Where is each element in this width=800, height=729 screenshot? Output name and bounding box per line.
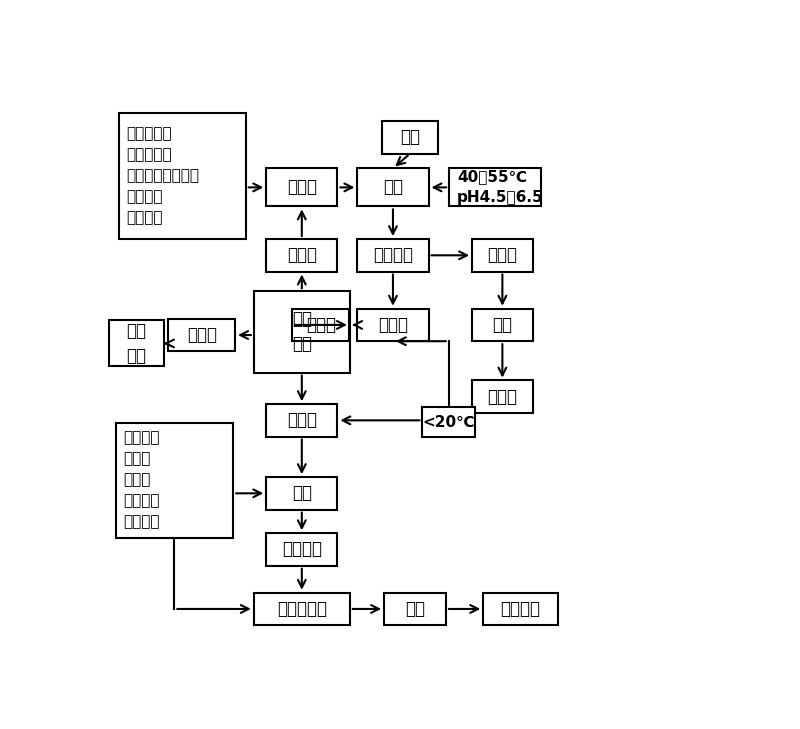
FancyBboxPatch shape [266,477,338,510]
Text: 超滤
浓缩: 超滤 浓缩 [292,311,312,354]
Text: 废物
处理: 废物 处理 [126,322,146,365]
FancyBboxPatch shape [483,593,558,625]
Text: 固弃物: 固弃物 [487,246,518,265]
FancyBboxPatch shape [254,292,350,373]
FancyBboxPatch shape [384,593,446,625]
FancyBboxPatch shape [266,404,338,437]
FancyBboxPatch shape [118,113,246,239]
Text: 低亚硫酸钠
焦亚硫酸钠
对羟基苯甲酸乙酯
苯钾酸钠
山梨酸钾: 低亚硫酸钠 焦亚硫酸钠 对羟基苯甲酸乙酯 苯钾酸钠 山梨酸钾 [126,126,200,225]
Text: <20℃: <20℃ [422,415,475,429]
Text: 麸皮: 麸皮 [400,128,420,147]
Text: 浸出: 浸出 [383,179,403,196]
Text: 透过液: 透过液 [186,326,217,344]
FancyBboxPatch shape [110,321,164,367]
FancyBboxPatch shape [472,381,533,413]
FancyBboxPatch shape [266,533,338,566]
Text: 浸提水: 浸提水 [287,179,317,196]
FancyBboxPatch shape [449,168,541,206]
Text: 二次精滤: 二次精滤 [282,540,322,558]
Text: 透过液: 透过液 [287,246,317,265]
FancyBboxPatch shape [358,239,429,272]
Text: 固液分离: 固液分离 [373,246,413,265]
Text: 麦芽糊精
氯化钠
醋酸钠
苯甲酸钠
山梨酸钾: 麦芽糊精 氯化钠 醋酸钠 苯甲酸钠 山梨酸钾 [123,431,160,530]
FancyBboxPatch shape [422,408,475,437]
FancyBboxPatch shape [472,239,533,272]
FancyBboxPatch shape [358,308,429,341]
Text: 40～55℃
pH4.5～6.5: 40～55℃ pH4.5～6.5 [457,169,544,206]
FancyBboxPatch shape [115,423,234,538]
FancyBboxPatch shape [266,239,338,272]
Text: 包装入库: 包装入库 [500,600,540,618]
FancyBboxPatch shape [254,593,350,625]
FancyBboxPatch shape [168,319,235,351]
FancyBboxPatch shape [292,308,350,341]
Text: 精过滤: 精过滤 [306,316,336,334]
Text: 检验: 检验 [405,600,425,618]
FancyBboxPatch shape [382,121,438,154]
Text: 配方: 配方 [292,484,312,502]
Text: 浸出液: 浸出液 [378,316,408,334]
Text: 干燥: 干燥 [492,316,512,334]
Text: 酶活力调整: 酶活力调整 [277,600,327,618]
Text: 浓缩液: 浓缩液 [287,411,317,429]
FancyBboxPatch shape [266,168,338,206]
FancyBboxPatch shape [472,308,533,341]
FancyBboxPatch shape [358,168,429,206]
Text: 饲料厂: 饲料厂 [487,388,518,406]
